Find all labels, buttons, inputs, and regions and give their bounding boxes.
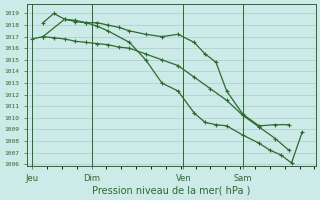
X-axis label: Pression niveau de la mer( hPa ): Pression niveau de la mer( hPa ) — [92, 186, 251, 196]
